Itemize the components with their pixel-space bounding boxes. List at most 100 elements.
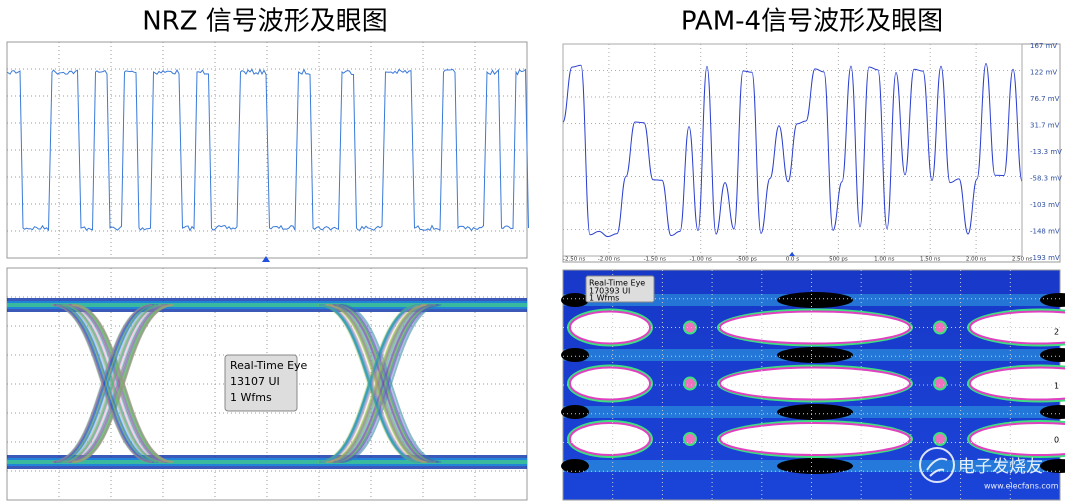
eye-trace <box>332 304 433 463</box>
eye-trace <box>335 304 436 463</box>
watermark-logo-mark <box>926 457 948 477</box>
eye-trace <box>326 304 427 463</box>
eye-trace <box>62 304 163 463</box>
pam-eye-box <box>585 275 655 303</box>
eye-trace <box>329 304 430 463</box>
eye-trace <box>69 304 171 463</box>
eye-trace <box>52 304 153 463</box>
eye-trace <box>334 304 435 463</box>
eye-trace <box>73 304 174 463</box>
eye-trace <box>51 304 152 463</box>
y-axis-label: -103 mV <box>1030 201 1060 209</box>
eye-trace <box>329 304 430 463</box>
nrz-eye-box <box>224 354 298 412</box>
eye-trace <box>327 304 428 463</box>
eye-trace <box>58 304 159 463</box>
eye-trace <box>68 304 169 463</box>
eye-trace <box>66 304 167 463</box>
eye-trace <box>68 304 169 463</box>
eye-trace <box>319 304 420 463</box>
eye-trace <box>71 304 172 463</box>
eye-box-line: 1 Wfms <box>230 391 272 404</box>
eye-trace <box>319 304 420 463</box>
eye-trace <box>325 304 426 463</box>
eye-trace <box>319 304 420 463</box>
eye-trace <box>55 304 156 463</box>
y-axis-label: -13.3 mV <box>1030 148 1062 156</box>
eye-trace <box>333 304 434 463</box>
eye-trace <box>70 304 171 463</box>
eye-opening <box>969 422 1065 456</box>
x-axis-label: -500 ps <box>736 257 757 263</box>
x-axis-label: -1.50 ns <box>644 257 666 263</box>
eye-trace <box>62 304 164 463</box>
eye-trace <box>319 304 420 463</box>
x-axis-label: -2.00 ns <box>598 257 620 263</box>
eye-trace <box>319 304 420 463</box>
eye-cross <box>933 432 947 446</box>
eye-box-line: Real-Time Eye <box>230 359 308 372</box>
eye-dense <box>1040 293 1065 307</box>
eye-trace <box>64 304 165 463</box>
eye-trace <box>69 304 171 463</box>
eye-box-line: 170393 UI <box>589 287 630 296</box>
y-axis-label: -58.3 mV <box>1030 175 1062 183</box>
eye-trace <box>73 304 174 463</box>
eye-trace <box>73 304 174 463</box>
eye-trace <box>335 304 436 463</box>
eye-dense <box>1040 348 1065 362</box>
eye-band <box>7 303 527 307</box>
eye-trace <box>52 304 153 463</box>
eye-trace <box>52 304 153 463</box>
eye-trace <box>67 304 168 463</box>
eye-trace <box>338 304 439 463</box>
eye-level-label: 0 <box>1054 436 1059 445</box>
eye-trace <box>341 304 442 463</box>
eye-dense <box>777 292 853 308</box>
eye-trace <box>57 304 158 463</box>
eye-trace <box>73 304 174 463</box>
eye-trace <box>56 304 157 463</box>
eye-opening <box>969 366 1065 401</box>
x-axis-label: 2.50 ns <box>1012 257 1032 263</box>
eye-trace <box>337 304 438 463</box>
eye-trace <box>60 304 161 463</box>
eye-trace <box>62 304 164 463</box>
eye-trace <box>319 304 420 463</box>
eye-trace <box>337 304 438 463</box>
eye-trace <box>331 304 432 463</box>
eye-trace <box>72 304 173 463</box>
eye-trace <box>55 304 156 463</box>
eye-trace <box>335 304 436 463</box>
y-axis-label: 76.7 mV <box>1030 95 1060 103</box>
eye-trace <box>64 304 165 463</box>
eye-dense <box>777 458 853 474</box>
eye-trace <box>57 304 158 463</box>
eye-trace <box>69 304 171 463</box>
eye-trace <box>55 304 156 463</box>
eye-trace <box>54 304 155 463</box>
eye-trace <box>57 304 158 463</box>
eye-trace <box>328 304 429 463</box>
eye-trace <box>331 304 432 463</box>
eye-trace <box>322 304 423 463</box>
eye-trace <box>53 304 154 463</box>
eye-trace <box>71 304 172 463</box>
eye-trace <box>337 304 438 463</box>
eye-trace <box>55 304 156 463</box>
eye-trace <box>319 304 420 463</box>
eye-trace <box>326 304 427 463</box>
eye-opening <box>969 310 1065 345</box>
eye-trace <box>338 304 439 463</box>
y-axis-label: 122 mV <box>1030 69 1057 77</box>
eye-trace <box>336 304 437 463</box>
eye-trace <box>330 304 431 463</box>
eye-trace <box>73 304 174 463</box>
eye-trace <box>341 304 442 463</box>
eye-trace <box>69 304 171 463</box>
x-axis-label: 500 ps <box>829 257 848 263</box>
eye-trace <box>73 304 174 463</box>
trigger-marker <box>789 252 795 256</box>
eye-opening <box>569 422 651 456</box>
